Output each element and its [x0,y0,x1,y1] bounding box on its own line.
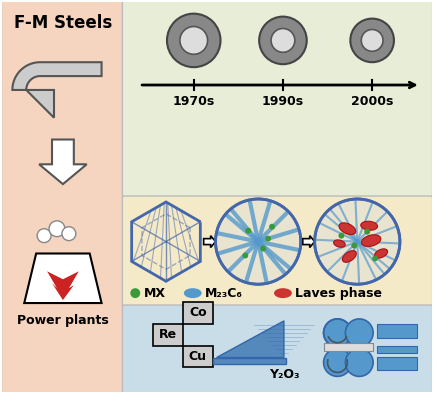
FancyBboxPatch shape [183,346,213,368]
Text: F-M Steels: F-M Steels [14,13,112,32]
FancyBboxPatch shape [377,324,417,338]
FancyBboxPatch shape [123,1,433,198]
FancyBboxPatch shape [323,343,373,351]
Text: Re: Re [159,328,177,341]
FancyBboxPatch shape [377,357,417,370]
Text: 1990s: 1990s [262,95,304,108]
Polygon shape [303,236,315,247]
Circle shape [265,236,271,242]
Circle shape [346,349,373,376]
Circle shape [216,199,301,284]
Ellipse shape [362,235,381,247]
Circle shape [49,221,65,237]
Circle shape [37,229,51,243]
FancyBboxPatch shape [1,1,124,393]
Circle shape [271,28,295,52]
Circle shape [260,245,266,251]
Polygon shape [204,236,216,247]
Text: Y₂O₃: Y₂O₃ [269,368,299,381]
Ellipse shape [375,249,388,258]
FancyBboxPatch shape [123,196,433,307]
Circle shape [269,224,275,230]
Circle shape [259,17,307,64]
Ellipse shape [333,240,345,247]
Circle shape [323,349,351,376]
Polygon shape [216,321,284,358]
Polygon shape [47,271,79,300]
Ellipse shape [184,288,202,298]
FancyBboxPatch shape [123,305,433,393]
FancyBboxPatch shape [183,302,213,324]
Text: Cu: Cu [189,350,207,363]
Text: Power plants: Power plants [17,314,109,327]
FancyBboxPatch shape [153,324,183,346]
Polygon shape [132,202,200,281]
Text: Co: Co [189,307,207,320]
Circle shape [62,227,76,241]
Text: MX: MX [144,287,166,300]
FancyBboxPatch shape [213,358,286,364]
Circle shape [361,30,383,51]
Circle shape [323,319,351,347]
Polygon shape [13,62,102,118]
Text: Laves phase: Laves phase [295,287,382,300]
Ellipse shape [343,251,356,262]
Circle shape [167,14,220,67]
Circle shape [339,233,344,239]
Text: 2000s: 2000s [351,95,393,108]
Circle shape [346,319,373,347]
Circle shape [364,229,370,235]
Polygon shape [39,139,87,184]
FancyBboxPatch shape [377,346,417,353]
Polygon shape [24,253,102,303]
Text: 1970s: 1970s [173,95,215,108]
Circle shape [315,199,400,284]
Circle shape [351,243,357,249]
Circle shape [180,26,207,54]
Text: M₂₃C₆: M₂₃C₆ [205,287,242,300]
Circle shape [372,255,378,262]
Ellipse shape [339,223,356,234]
Ellipse shape [274,288,292,298]
Ellipse shape [361,221,378,230]
Circle shape [350,19,394,62]
Circle shape [245,228,251,234]
Circle shape [242,253,248,258]
Circle shape [130,288,140,298]
